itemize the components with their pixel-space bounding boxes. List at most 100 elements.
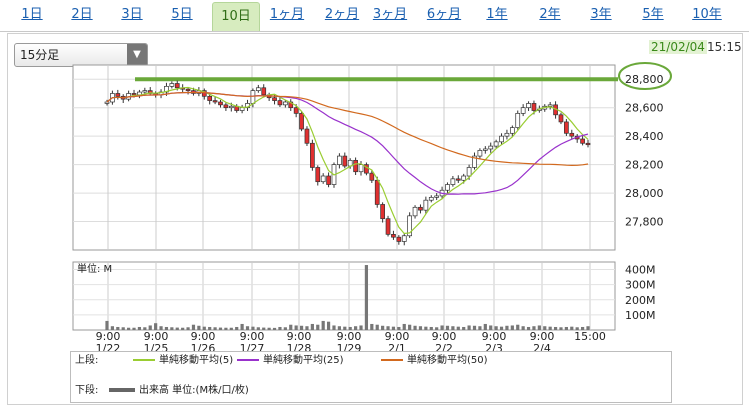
volume-bar: [413, 325, 417, 330]
volume-bar: [143, 327, 147, 330]
volume-bar: [305, 326, 309, 330]
tab-1[interactable]: 2日: [71, 7, 93, 22]
candle-body: [326, 175, 331, 185]
tab-3[interactable]: 5日: [171, 7, 193, 22]
tab-0[interactable]: 1日: [21, 7, 43, 22]
volume-bar: [132, 327, 136, 330]
candle-body: [391, 233, 396, 238]
tab-12[interactable]: 5年: [642, 7, 664, 22]
volume-bar: [553, 326, 558, 330]
tab-5[interactable]: 1ヶ月: [269, 7, 305, 22]
volume-bar: [262, 327, 266, 330]
volume-bar: [429, 326, 433, 330]
candle-body: [407, 215, 413, 237]
volume-bar: [516, 324, 520, 330]
tab-10[interactable]: 2年: [539, 7, 561, 22]
candle-body: [509, 127, 515, 134]
candle-body: [174, 83, 180, 89]
x-tick-time: 9:00: [385, 330, 410, 343]
volume-bar: [137, 326, 142, 330]
legend-ma50: 単純移動平均(50): [381, 354, 488, 368]
x-tick-time: 9:00: [96, 330, 121, 343]
tab-11[interactable]: 3年: [590, 7, 612, 22]
candle-body: [396, 236, 402, 242]
candle-body: [218, 101, 223, 106]
tab-13[interactable]: 10年: [692, 7, 722, 22]
ma25-swatch-icon: [237, 359, 259, 361]
candle-body: [585, 142, 591, 146]
volume-bar: [127, 327, 131, 330]
volume-bar: [224, 327, 228, 330]
volume-bar: [278, 326, 282, 330]
volume-bar: [175, 327, 179, 330]
volume-bar: [375, 324, 379, 330]
tab-7[interactable]: 3ヶ月: [372, 7, 408, 22]
tab-8[interactable]: 6ヶ月: [426, 7, 462, 22]
price-tick-label: 28,400: [625, 130, 664, 143]
volume-bar: [267, 327, 271, 330]
volume-bar: [537, 325, 541, 330]
candle-body: [547, 104, 553, 107]
volume-bar: [408, 324, 412, 330]
volume-bar: [472, 325, 477, 330]
candle-body: [277, 100, 283, 106]
timestamp-date: 21/02/04: [649, 40, 707, 54]
volume-bar: [451, 326, 455, 330]
volume-bar: [218, 327, 223, 330]
tab-6[interactable]: 2ヶ月: [324, 7, 360, 22]
ma5-swatch-icon: [133, 359, 155, 361]
volume-bar: [154, 323, 158, 330]
candle-body: [412, 206, 418, 217]
candle-body: [369, 172, 375, 181]
legend-ma25: 単純移動平均(25): [237, 354, 344, 368]
x-tick-time: 9:00: [240, 330, 265, 343]
price-tick-label: 27,800: [625, 216, 664, 229]
volume-bar: [580, 326, 585, 330]
volume-bar: [316, 324, 320, 330]
volume-bar: [510, 325, 514, 330]
tab-9[interactable]: 1年: [486, 7, 508, 22]
x-tick-time: 9:00: [337, 330, 362, 343]
candle-body: [207, 95, 213, 101]
volume-bar: [197, 325, 201, 330]
volume-plot-area: [72, 261, 616, 331]
candle-body: [569, 132, 575, 137]
price-tick-label: 28,800: [625, 73, 664, 86]
legend-ma25-label: 単純移動平均(25): [263, 355, 344, 366]
tab-2[interactable]: 3日: [121, 7, 143, 22]
candle-body: [515, 113, 521, 128]
candle-body: [445, 184, 450, 191]
volume-bar: [170, 327, 174, 330]
volume-bar: [564, 326, 568, 330]
x-tick-time: 9:00: [287, 330, 312, 343]
volume-bar: [294, 325, 298, 330]
tab-4[interactable]: 10日: [212, 2, 260, 31]
x-tick-time: 9:00: [482, 330, 507, 343]
volume-bar: [116, 326, 120, 330]
candle-body: [504, 132, 510, 137]
volume-bar: [251, 326, 255, 330]
candle-body: [310, 142, 315, 168]
interval-select[interactable]: 15分足 ▼: [14, 43, 148, 67]
volume-tick-label: 400M: [625, 264, 656, 277]
volume-bar: [332, 325, 336, 330]
candle-body: [488, 145, 494, 150]
volume-bar: [272, 327, 277, 330]
volume-bar: [359, 325, 363, 330]
highlight-circle: [618, 62, 672, 90]
candle-body: [299, 113, 304, 130]
volume-bar: [256, 327, 260, 330]
volume-bar: [148, 325, 152, 330]
volume-bar: [181, 327, 185, 330]
candle-body: [461, 175, 467, 181]
volume-bar: [489, 325, 493, 330]
price-tick-label: 28,600: [625, 102, 664, 115]
volume-bar: [321, 320, 325, 330]
price-tick-label: 28,000: [625, 187, 664, 200]
volume-bar: [418, 326, 423, 330]
volume-bar: [110, 326, 115, 330]
volume-bar: [164, 326, 169, 330]
volume-bar: [364, 265, 369, 330]
candle-body: [131, 93, 137, 96]
